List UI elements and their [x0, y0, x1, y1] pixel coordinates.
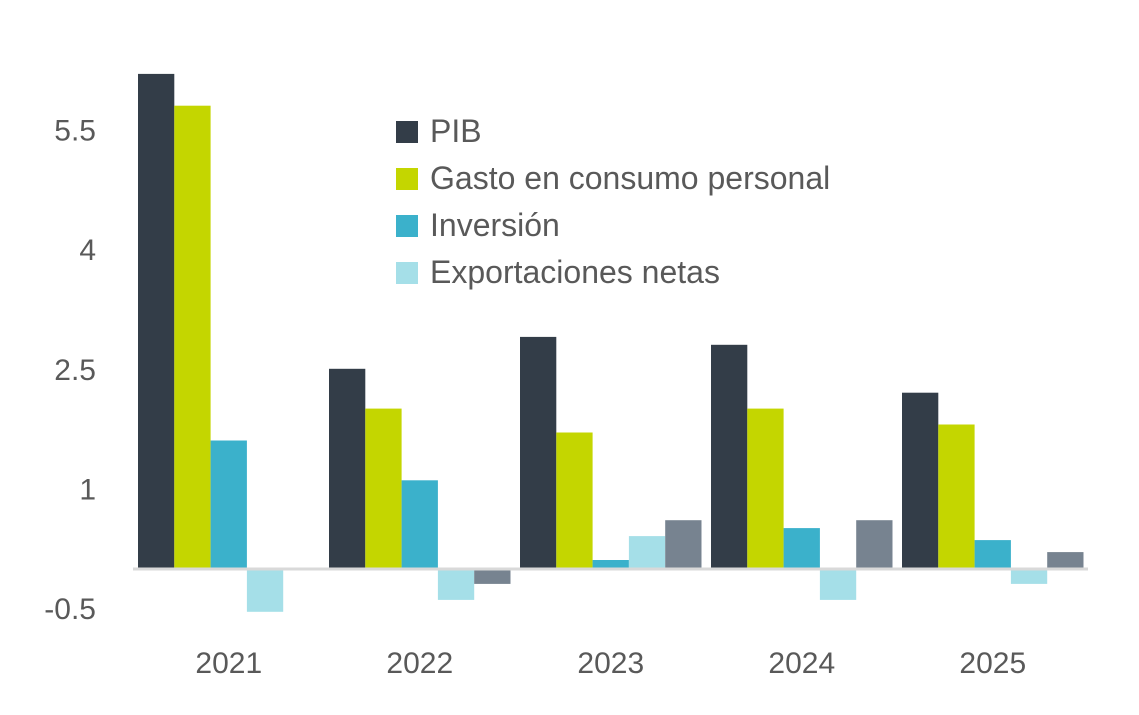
legend-item-gasto: Gasto en consumo personal: [396, 155, 830, 202]
bar-2024-series-1: [747, 408, 784, 568]
bar-2023-series-3: [628, 536, 666, 568]
y-axis-ticks: -0.5 1 2.5 4 5.5: [44, 115, 96, 626]
legend: PIB Gasto en consumo personal Inversión …: [396, 108, 830, 296]
x-tick-label: 2024: [768, 647, 835, 680]
bar-2021-series-1: [174, 105, 211, 568]
bar-2021-series-2: [210, 440, 247, 568]
x-tick-label: 2023: [577, 647, 644, 680]
legend-item-pib: PIB: [396, 108, 830, 155]
legend-swatch-inversion: [396, 214, 418, 237]
bar-2023-series-2: [592, 560, 629, 568]
bar-2025-series-3: [1010, 568, 1048, 584]
bar-2022-series-0: [329, 368, 366, 569]
y-tick-label: -0.5: [44, 593, 96, 626]
legend-item-exportaciones: Exportaciones netas: [396, 249, 830, 296]
bar-2024-series-4: [856, 520, 893, 568]
bar-2022-series-4: [474, 568, 511, 584]
bar-2022-series-1: [365, 408, 402, 568]
bar-2025-series-4: [1047, 552, 1084, 568]
bar-2025-series-2: [974, 540, 1011, 568]
bar-2021-series-0: [138, 73, 175, 569]
bar-2023-series-0: [520, 336, 557, 568]
legend-label-exportaciones: Exportaciones netas: [430, 254, 720, 290]
legend-swatch-gasto: [396, 167, 418, 190]
bar-2022-series-2: [401, 480, 438, 568]
y-tick-label: 1: [79, 473, 96, 506]
bar-2024-series-3: [819, 568, 857, 600]
legend-item-inversion: Inversión: [396, 202, 830, 249]
legend-swatch-pib: [396, 120, 418, 143]
legend-swatch-exportaciones: [396, 261, 418, 284]
y-tick-label: 4: [79, 234, 96, 267]
legend-label-pib: PIB: [430, 113, 482, 149]
bars-layer: [138, 73, 1084, 612]
y-tick-label: 2.5: [54, 354, 96, 387]
bar-2025-series-1: [938, 424, 975, 568]
bar-2023-series-4: [665, 520, 702, 568]
bar-2025-series-0: [902, 392, 939, 568]
bar-2022-series-3: [437, 568, 475, 600]
x-tick-label: 2025: [959, 647, 1026, 680]
legend-label-inversion: Inversión: [430, 207, 560, 243]
x-axis-ticks: 2021 2022 2023 2024 2025: [195, 647, 1026, 680]
legend-label-gasto: Gasto en consumo personal: [430, 160, 831, 196]
x-tick-label: 2022: [386, 647, 453, 680]
bar-2024-series-2: [783, 528, 820, 568]
bar-2024-series-0: [711, 344, 748, 568]
y-tick-label: 5.5: [54, 115, 96, 148]
x-tick-label: 2021: [195, 647, 262, 680]
bar-2021-series-3: [246, 568, 284, 612]
bar-2023-series-1: [556, 432, 593, 568]
